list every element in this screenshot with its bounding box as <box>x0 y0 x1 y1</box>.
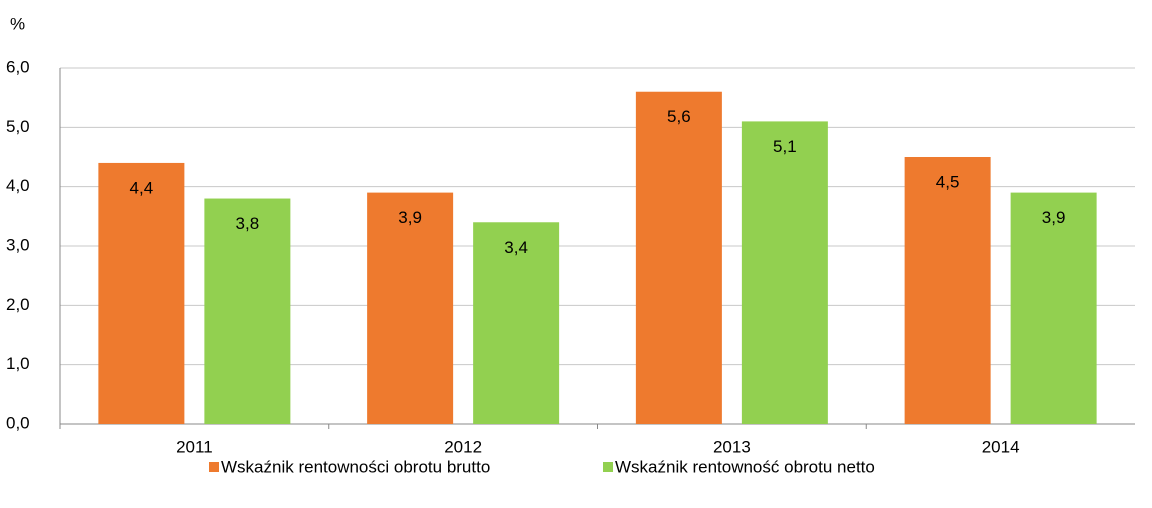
data-label: 3,4 <box>504 238 528 257</box>
data-label: 3,9 <box>398 208 422 227</box>
bar <box>741 121 828 425</box>
bar <box>367 192 454 424</box>
y-tick-label: 0,0 <box>6 413 30 432</box>
data-label: 5,6 <box>667 107 691 126</box>
data-label: 3,8 <box>236 214 260 233</box>
y-axis-label: % <box>10 14 25 33</box>
bar <box>635 91 722 424</box>
legend-swatch <box>603 462 613 472</box>
x-tick-label: 2011 <box>176 437 213 456</box>
legend-label: Wskaźnik rentowność obrotu netto <box>615 457 875 476</box>
x-tick-label: 2013 <box>713 437 751 456</box>
data-label: 4,5 <box>936 172 960 191</box>
y-tick-label: 2,0 <box>6 295 30 314</box>
legend-swatch <box>209 462 219 472</box>
legend-label: Wskaźnik rentowności obrotu brutto <box>221 457 490 476</box>
bar <box>1010 192 1097 424</box>
x-tick-label: 2012 <box>444 437 482 456</box>
bar <box>473 222 560 424</box>
data-label: 5,1 <box>773 137 797 156</box>
bar <box>98 162 185 424</box>
data-label: 4,4 <box>130 178 154 197</box>
y-tick-label: 3,0 <box>6 235 30 254</box>
bar <box>904 157 991 424</box>
y-tick-label: 6,0 <box>6 57 30 76</box>
data-label: 3,9 <box>1042 208 1066 227</box>
y-tick-label: 5,0 <box>6 117 30 136</box>
y-tick-label: 4,0 <box>6 176 30 195</box>
y-tick-label: 1,0 <box>6 354 30 373</box>
x-tick-label: 2014 <box>982 437 1020 456</box>
bar <box>204 198 291 424</box>
